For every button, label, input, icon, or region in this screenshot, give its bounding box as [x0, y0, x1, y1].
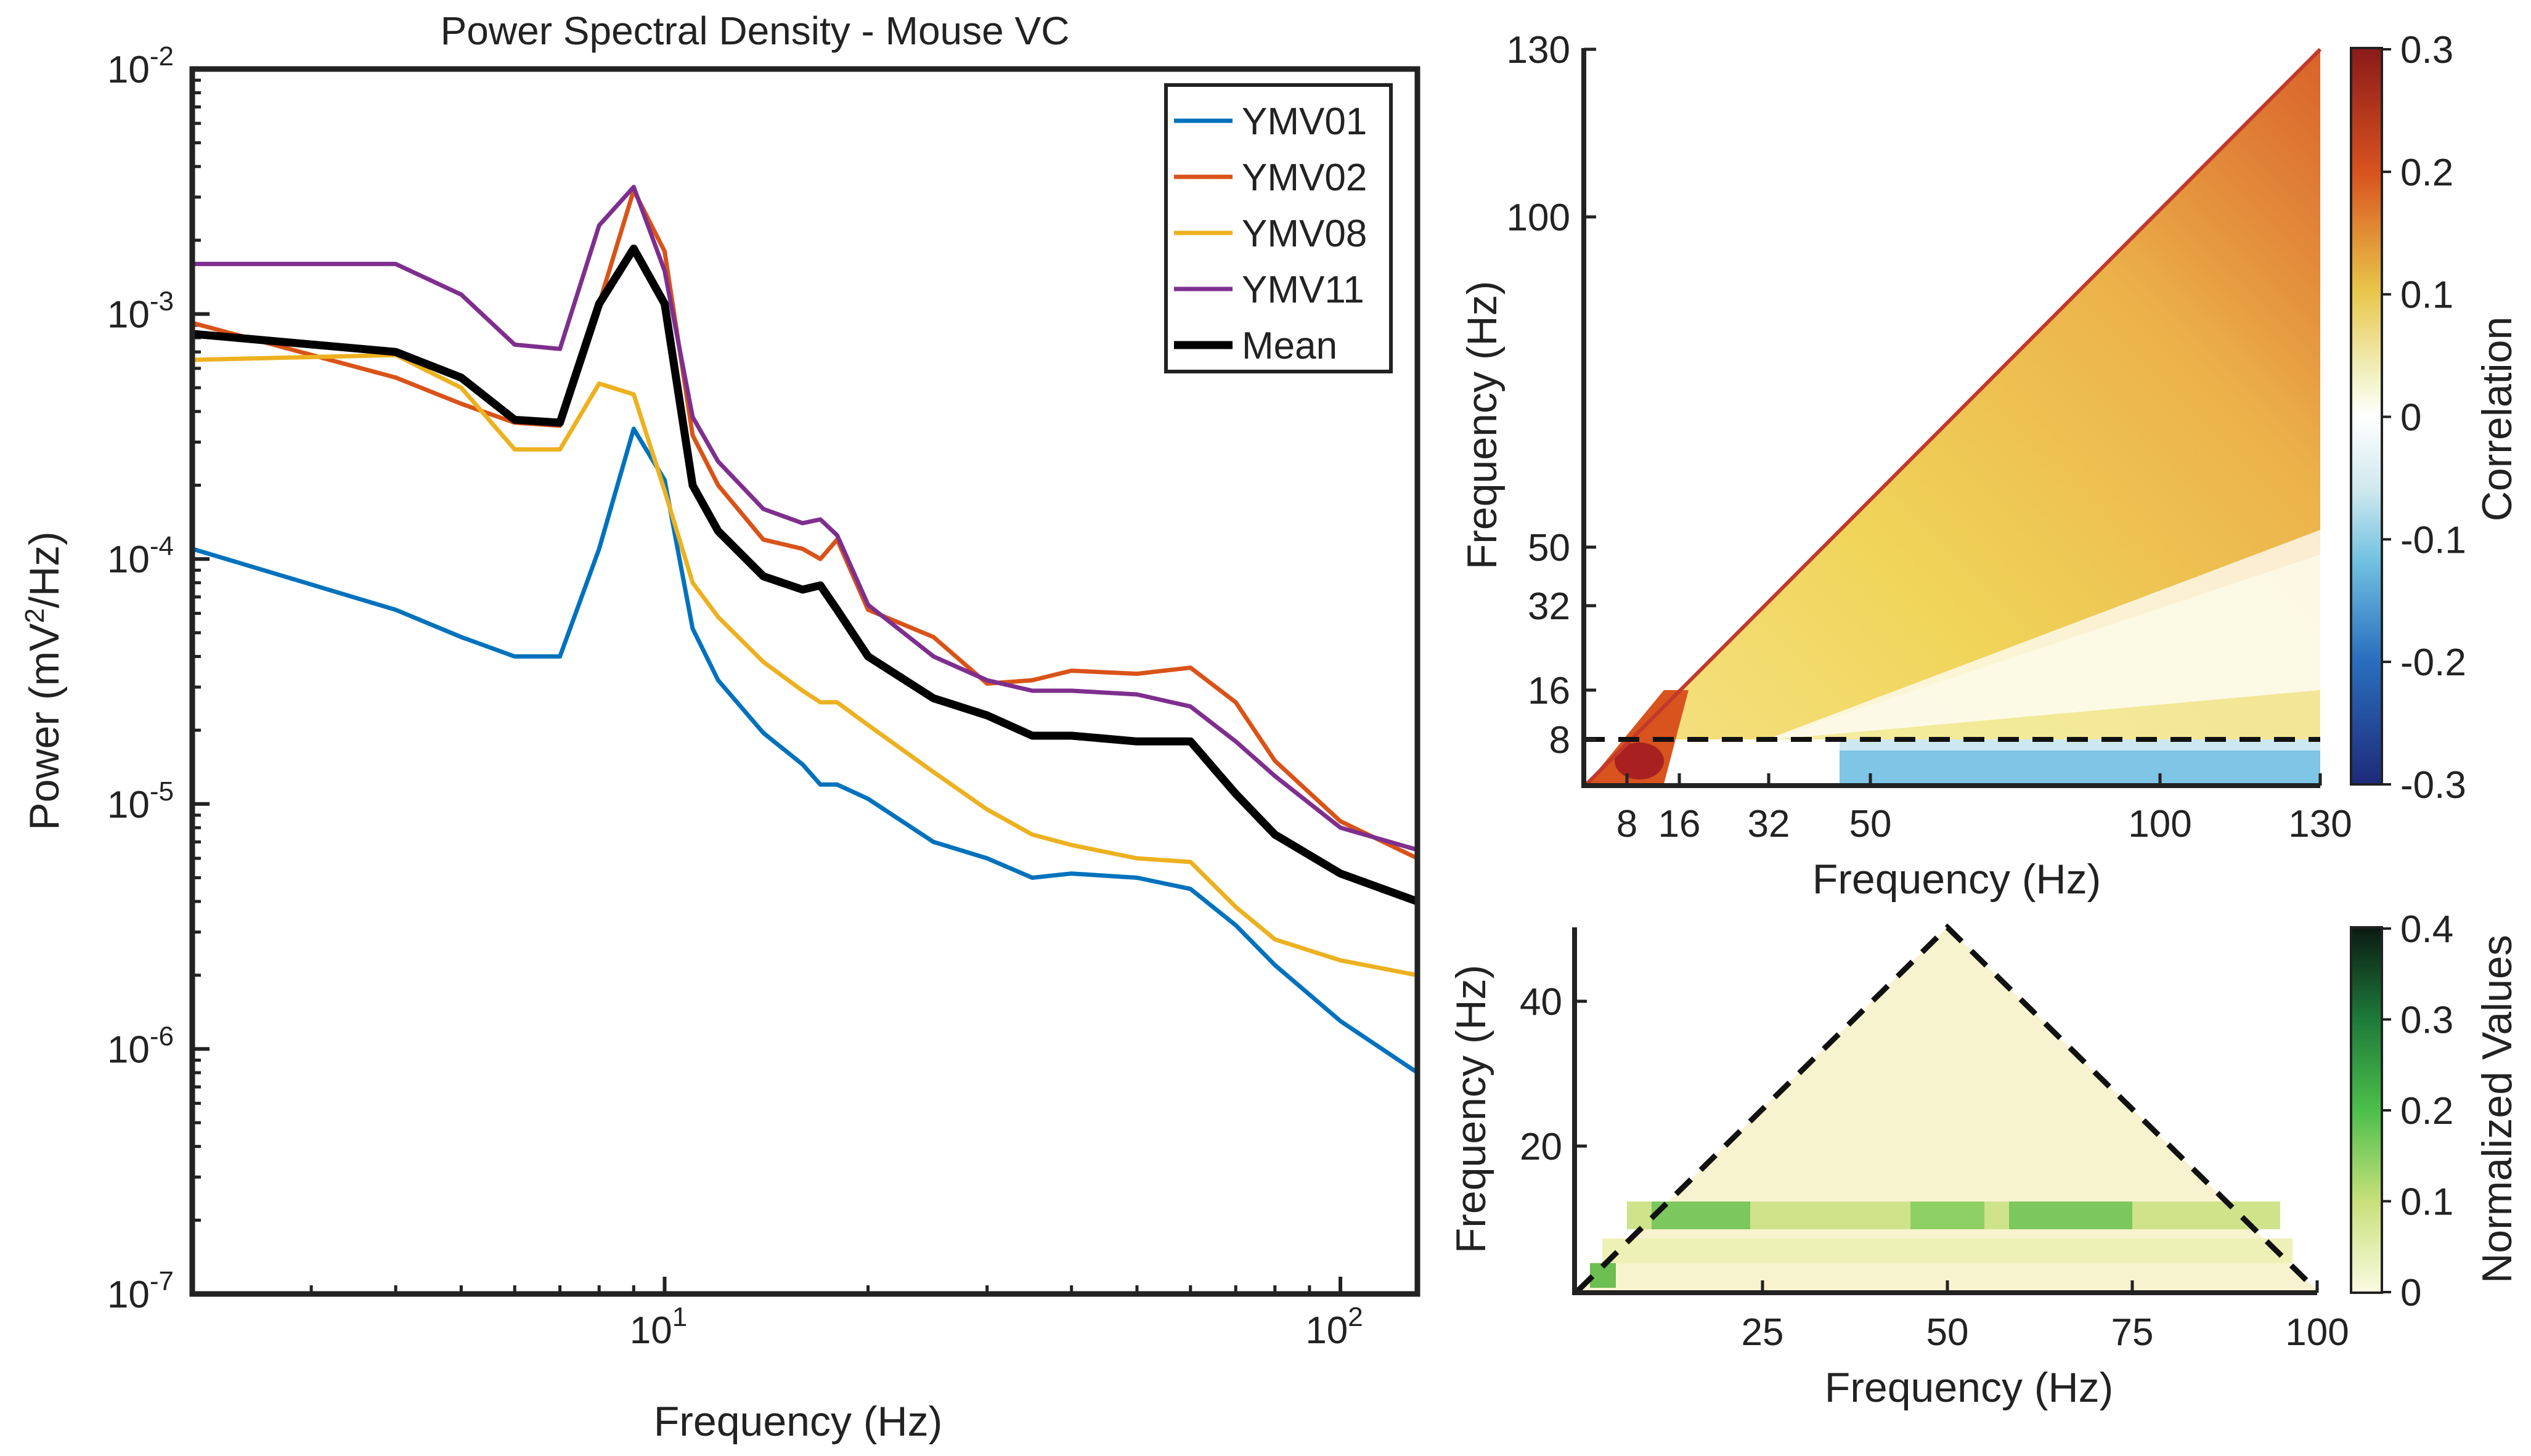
y-tick-label: 10-6: [107, 1021, 174, 1071]
corr-cb-tick-label: 0: [2400, 397, 2421, 439]
corr-x-tick-label: 32: [1748, 803, 1790, 845]
x-tick-label: 102: [1305, 1302, 1363, 1352]
y-tick-label: 10-2: [107, 41, 174, 91]
norm-x-tick-label: 25: [1742, 1311, 1784, 1354]
corr-cb-tick-label: -0.1: [2400, 519, 2466, 561]
psd-series: [192, 184, 1417, 1075]
corr-y-tick-label: 16: [1528, 670, 1570, 712]
corr-x-tick-label: 130: [2288, 803, 2352, 845]
psd-axes-box: [189, 66, 1420, 1297]
y-tick-label: 10-3: [107, 287, 174, 336]
corr-cb-tick-label: 0.3: [2400, 29, 2453, 71]
corr-colorbar-label: Correlation: [2474, 317, 2521, 522]
series-line-ymv08: [192, 352, 1417, 978]
corr-peak-spot: [1615, 742, 1664, 779]
norm-x-tick-label: 100: [2285, 1311, 2349, 1354]
norm-triangle-outline: [1575, 923, 2320, 1293]
norm-cb-tick-label: 0.4: [2400, 908, 2453, 951]
corr-x-axis-label: Frequency (Hz): [1812, 856, 2101, 903]
psd-title: Power Spectral Density - Mouse VC: [441, 9, 1070, 53]
norm-axes: [1572, 927, 2317, 1295]
legend-label: YMV02: [1242, 157, 1367, 199]
corr-axes: [1581, 48, 2320, 788]
legend-label: YMV08: [1242, 213, 1367, 255]
corr-white-region: [1775, 530, 2320, 739]
y-tick-label: 10-7: [107, 1266, 174, 1316]
psd-x-axis-label: Frequency (Hz): [654, 1398, 943, 1445]
series-line-mean: [192, 244, 1417, 906]
norm-low-band: [1602, 1238, 2293, 1263]
norm-x-tick-label: 50: [1926, 1311, 1969, 1354]
corr-y-axis-label: Frequency (Hz): [1459, 281, 1506, 570]
norm-y-axis-label: Frequency (Hz): [1448, 965, 1494, 1254]
y-tick-label: 10-4: [107, 531, 174, 581]
norm-cb-tick-label: 0.2: [2400, 1090, 2453, 1133]
norm-x-tick-label: 75: [2111, 1311, 2154, 1354]
legend-label: Mean: [1242, 325, 1337, 367]
corr-low-band-light: [1840, 739, 2320, 750]
corr-y-tick-label: 100: [1507, 197, 1570, 239]
corr-x-tick-label: 100: [2128, 803, 2191, 845]
psd-y-axis-label: Power (mV2/Hz): [20, 531, 68, 830]
corr-cb-tick-label: 0.2: [2400, 152, 2453, 194]
norm-colorbar-label: Normalized Values: [2474, 935, 2521, 1283]
norm-band-8hz-strong-c: [2009, 1202, 2132, 1229]
corr-cb-tick-label: -0.3: [2400, 764, 2466, 807]
corr-y-tick-label: 130: [1507, 29, 1570, 71]
corr-x-ticks: 8 16 32 50 100 130: [1616, 773, 2352, 845]
corr-x-tick-label: 16: [1658, 803, 1701, 845]
norm-cb-tick-label: 0.3: [2400, 999, 2453, 1042]
norm-y-tick-label: 20: [1520, 1126, 1562, 1168]
norm-triangle: [1578, 927, 2317, 1291]
norm-colorbar-ticks: 0.4 0.3 0.2 0.1 0: [2382, 908, 2453, 1314]
corr-cb-tick-label: -0.2: [2400, 641, 2466, 684]
norm-x-ticks: 25 50 75 100: [1742, 1280, 2349, 1354]
psd-panel: Power Spectral Density - Mouse VC Power …: [20, 9, 1420, 1445]
corr-y-tick-label: 32: [1528, 585, 1570, 628]
corr-y-tick-label: 50: [1528, 527, 1570, 569]
corr-cb-tick-label: 0.1: [2400, 274, 2453, 317]
norm-cb-tick-label: 0: [2400, 1272, 2421, 1314]
norm-cb-tick-label: 0.1: [2400, 1181, 2453, 1224]
series-line-ymv01: [192, 426, 1417, 1075]
correlation-panel: 8 16 32 50 100 130 8 16 32 50 100 130 Frequency (H…: [1459, 29, 2521, 903]
corr-y-tick-label: 8: [1549, 719, 1570, 762]
norm-y-tick-label: 40: [1520, 981, 1562, 1023]
corr-y-ticks: 8 16 32 50 100 130: [1507, 29, 1596, 762]
x-tick-label: 101: [630, 1302, 687, 1352]
legend-label: YMV11: [1242, 269, 1364, 311]
corr-diagonal: [1585, 47, 2322, 786]
series-line-ymv11: [192, 184, 1417, 852]
corr-x-tick-label: 50: [1849, 803, 1892, 845]
norm-x-axis-label: Frequency (Hz): [1825, 1364, 2114, 1411]
psd-y-ticks: 10-2 10-3 10-4 10-5 10-6 10-7: [107, 41, 210, 1316]
legend-label: YMV01: [1242, 100, 1367, 143]
norm-band-8hz-strong-b: [1910, 1202, 1984, 1229]
corr-x-tick-label: 8: [1616, 803, 1637, 845]
corr-colorbar-ticks: 0.3 0.2 0.1 0 -0.1 -0.2 -0.3: [2382, 29, 2466, 807]
corr-colorbar: [2350, 47, 2383, 786]
y-tick-label: 10-5: [107, 776, 174, 826]
psd-legend: YMV01 YMV02 YMV08 YMV11 Mean: [1164, 83, 1393, 373]
psd-x-ticks: 101 102: [630, 1277, 1363, 1352]
norm-band-8hz-strong-a: [1652, 1202, 1750, 1229]
norm-colorbar: [2350, 926, 2383, 1294]
